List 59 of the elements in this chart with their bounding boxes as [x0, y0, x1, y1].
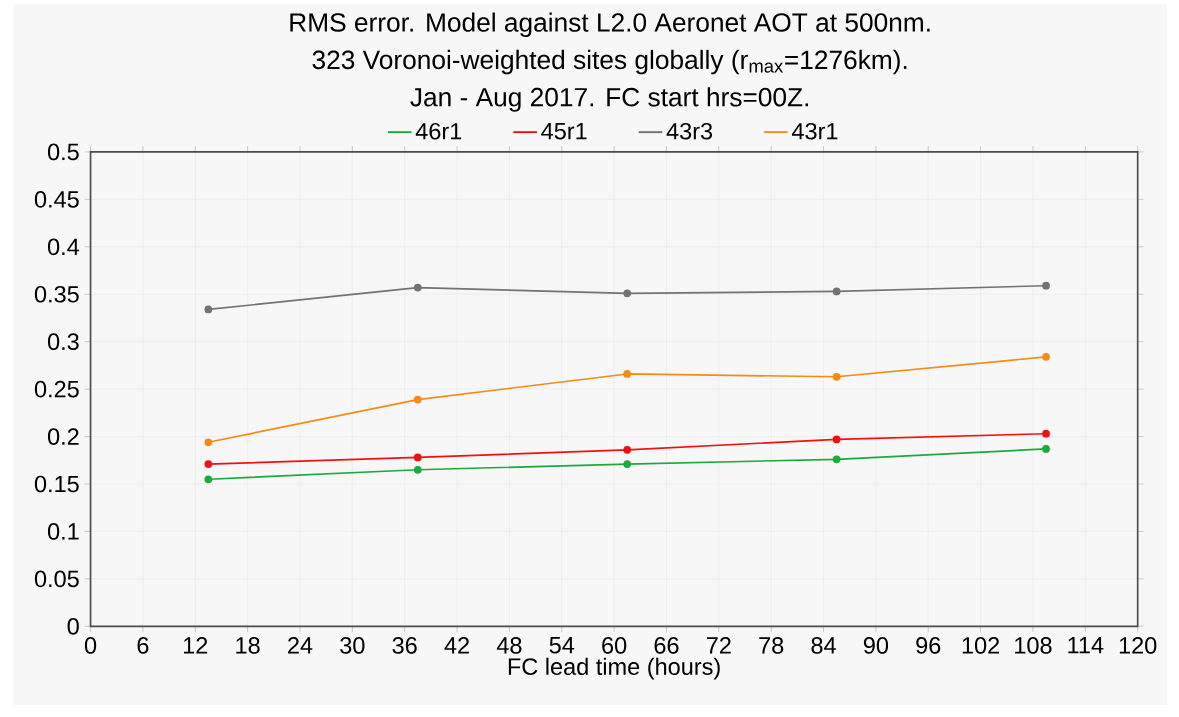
point — [623, 370, 632, 378]
x-tick-label: 36 — [392, 637, 417, 654]
x-tick-label: 108 — [1015, 637, 1052, 654]
point — [623, 460, 632, 469]
x-tick-label: 96 — [916, 637, 941, 654]
x-tick-label: 24 — [288, 637, 313, 654]
y-tick-label: 0.35 — [34, 286, 79, 303]
x-tick-label: 54 — [549, 637, 575, 654]
x-tick-label: 6 — [137, 637, 149, 654]
point — [1042, 281, 1050, 290]
y-tick-label: 0.25 — [34, 380, 79, 398]
point — [832, 287, 841, 296]
point — [204, 438, 213, 447]
x-tick-label: 90 — [863, 637, 889, 654]
legend-label: 43r3 — [666, 122, 713, 140]
point — [204, 460, 213, 469]
point — [413, 283, 422, 292]
x-tick-label: 72 — [706, 637, 731, 654]
y-tick-label: 0.45 — [34, 191, 79, 208]
y-tick-label: 0.2 — [47, 428, 79, 445]
point — [832, 373, 841, 381]
y-tick-label: 0.15 — [34, 475, 79, 493]
point — [832, 455, 841, 464]
y-tick-label: 0.05 — [34, 570, 79, 588]
x-axis-title: FC lead time (hours) — [508, 657, 720, 680]
chart-subtitle: 323 Voronoi-weighted sites globally (r$_{max}$=1276km). Jan - Aug 2017. FC start hrs=00Z. — [312, 49, 907, 112]
point — [1042, 429, 1050, 438]
point — [413, 395, 422, 404]
point — [1042, 353, 1050, 361]
x-tick-label: 48 — [496, 637, 522, 654]
x-tick-label: 102 — [962, 637, 1000, 654]
x-tick-label: 60 — [602, 637, 627, 654]
x-tick-label: 114 — [1068, 637, 1104, 654]
point — [413, 453, 422, 462]
point — [623, 446, 632, 454]
point — [1042, 445, 1050, 453]
point — [413, 465, 422, 474]
x-tick-label: 18 — [236, 637, 260, 654]
legend-label: 43r1 — [791, 122, 838, 140]
y-tick-label: 0 — [67, 618, 79, 635]
legend-label: 46r1 — [415, 122, 462, 140]
point — [204, 305, 213, 314]
y-tick-label: 0.4 — [47, 238, 80, 256]
chart-title: RMS error. Model against L2.0 Aeronet AOT at 500nm. — [290, 12, 930, 38]
x-tick-label: 0 — [84, 637, 97, 654]
y-tick-label: 0.1 — [47, 523, 79, 540]
x-tick-label: 78 — [759, 637, 784, 654]
y-tick-label: 0.5 — [47, 143, 79, 161]
point — [204, 475, 213, 484]
x-tick-label: 42 — [444, 637, 469, 654]
y-tick-label: 0.3 — [47, 333, 79, 351]
point — [623, 289, 632, 298]
point — [832, 435, 841, 444]
x-tick-label: 120 — [1119, 637, 1157, 654]
legend-label: 45r1 — [541, 123, 587, 140]
x-tick-label: 66 — [654, 637, 679, 654]
x-tick-label: 84 — [811, 637, 836, 654]
x-tick-label: 30 — [340, 637, 365, 654]
x-tick-label: 12 — [183, 637, 208, 654]
